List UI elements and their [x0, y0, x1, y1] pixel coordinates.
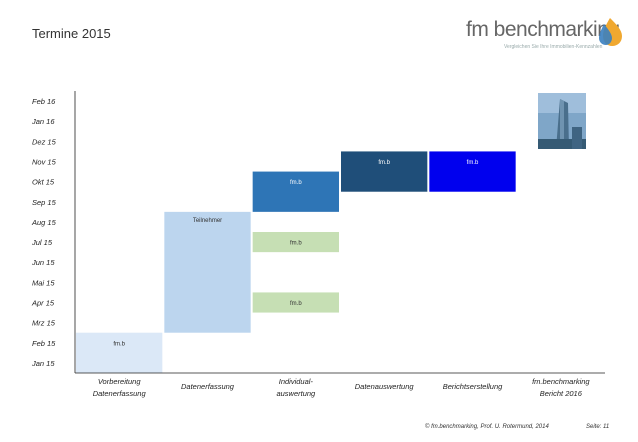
bar-label: fm.b	[113, 341, 125, 347]
x-category-label: Individual-	[279, 377, 314, 386]
bar-label: fm.b	[290, 241, 302, 247]
y-tick-label: Mrz 15	[32, 319, 56, 328]
logo-text: fm benchmarking	[466, 18, 620, 41]
gantt-bar	[252, 171, 339, 212]
bar-label: Teilnehmer	[193, 218, 222, 224]
bar-label: fm.b	[290, 180, 302, 186]
gantt-bar	[252, 292, 339, 313]
y-tick-label: Jun 15	[31, 258, 55, 267]
bar-label: fm.b	[467, 160, 479, 166]
y-tick-label: Jan 16	[31, 117, 55, 126]
x-category-label: Berichtserstellung	[443, 382, 503, 391]
gantt-bar	[252, 232, 339, 253]
y-tick-label: Feb 16	[32, 97, 56, 106]
x-category-label: Datenerfassung	[181, 382, 235, 391]
gantt-bar	[429, 151, 516, 192]
y-tick-label: Mai 15	[32, 278, 55, 287]
skyscraper-photo	[538, 93, 586, 149]
gantt-bar	[164, 211, 251, 333]
gantt-bar	[341, 151, 428, 192]
fm-benchmarking-logo: fm benchmarking Vergleichen Sie Ihre Imm…	[466, 14, 626, 54]
y-tick-label: Apr 15	[31, 299, 55, 308]
x-category-label: Datenerfassung	[93, 389, 147, 398]
footer-copyright: © fm.benchmarking, Prof. U. Rotermund, 2…	[425, 424, 549, 430]
x-category-label: auswertung	[276, 389, 316, 398]
y-tick-label: Aug 15	[31, 218, 57, 227]
x-category-label: fm.benchmarking	[532, 377, 590, 386]
bar-label: fm.b	[290, 301, 302, 307]
y-tick-label: Nov 15	[32, 158, 57, 167]
logo-tagline: Vergleichen Sie Ihre Immobilien-Kennzahl…	[504, 44, 603, 50]
y-tick-label: Dez 15	[32, 137, 57, 146]
gantt-bar	[76, 332, 163, 373]
y-tick-label: Jan 15	[31, 359, 55, 368]
x-category-label: Bericht 2016	[540, 389, 583, 398]
y-tick-label: Sep 15	[32, 198, 57, 207]
x-category-label: Vorbereitung	[98, 377, 141, 386]
y-tick-label: Jul 15	[31, 238, 53, 247]
building-drops-icon	[599, 18, 622, 46]
bar-label: fm.b	[378, 160, 390, 166]
x-category-label: Datenauswertung	[355, 382, 415, 391]
footer-page-number: Seite: 11	[586, 424, 610, 430]
y-tick-label: Okt 15	[32, 178, 55, 187]
page-title: Termine 2015	[32, 26, 111, 41]
y-tick-label: Feb 15	[32, 339, 56, 348]
